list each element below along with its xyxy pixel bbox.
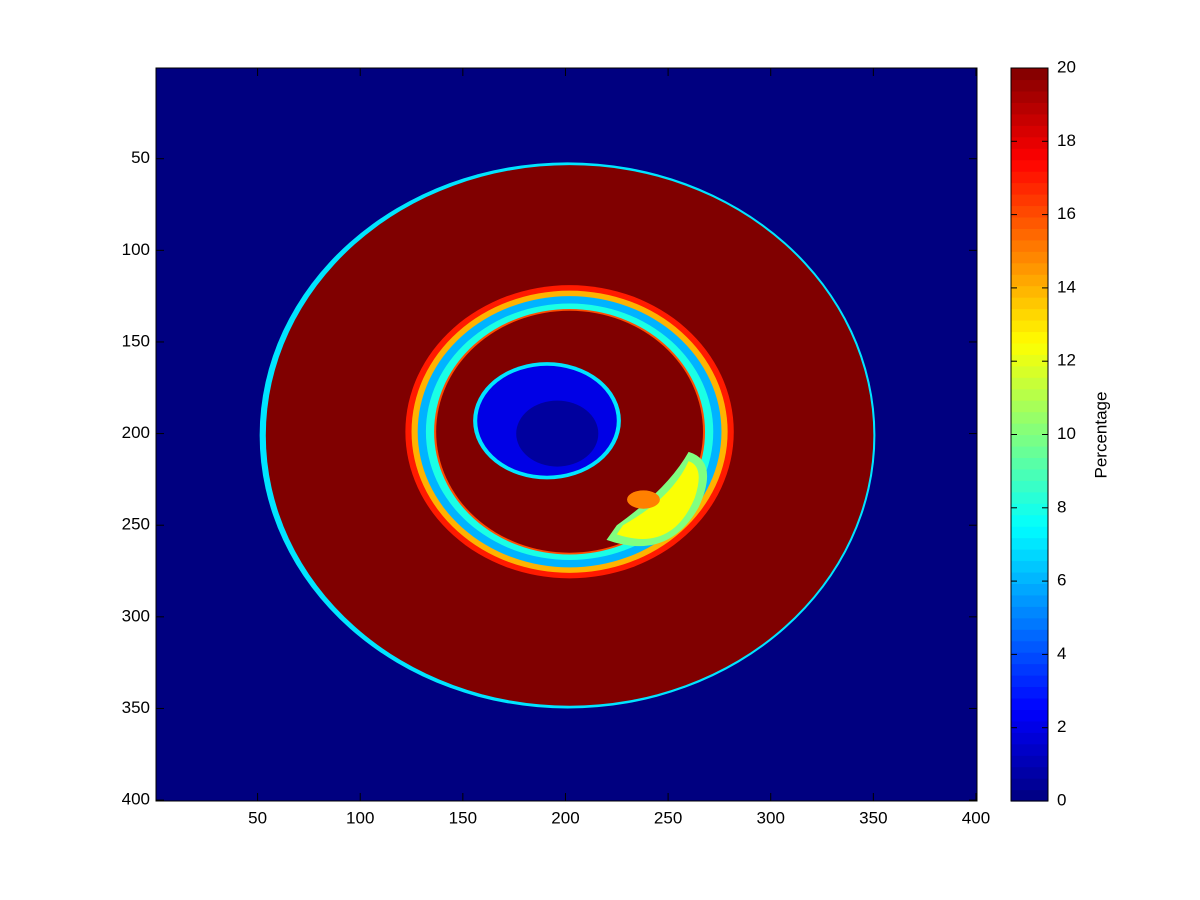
colorbar-cell — [1011, 297, 1048, 310]
colorbar-cell — [1011, 79, 1048, 92]
colorbar-cell — [1011, 720, 1048, 733]
colorbar-label: Percentage — [1091, 392, 1110, 479]
colorbar-cell — [1011, 537, 1048, 550]
colorbar-cell — [1011, 228, 1048, 241]
colorbar-tick-label: 6 — [1057, 571, 1066, 590]
colorbar-cell — [1011, 125, 1048, 138]
colorbar-cell — [1011, 354, 1048, 367]
crescent — [616, 461, 699, 539]
colorbar-tick-label: 18 — [1057, 131, 1076, 150]
x-tick-label: 200 — [551, 808, 579, 827]
colorbar-cell — [1011, 274, 1048, 287]
colorbar-cell — [1011, 514, 1048, 527]
colorbar-cell — [1011, 629, 1048, 642]
colorbar-cell — [1011, 549, 1048, 562]
colorbar-cell — [1011, 388, 1048, 401]
colorbar-cell — [1011, 594, 1048, 607]
colorbar-cell — [1011, 789, 1048, 802]
colorbar-cell — [1011, 308, 1048, 321]
colorbar-cell — [1011, 342, 1048, 355]
colorbar-cell — [1011, 560, 1048, 573]
colorbar-cell — [1011, 182, 1048, 195]
colorbar-tick-label: 20 — [1057, 57, 1076, 76]
colorbar-cell — [1011, 732, 1048, 745]
x-tick-label: 50 — [248, 808, 267, 827]
colorbar-cell — [1011, 709, 1048, 722]
y-tick-label: 400 — [122, 790, 150, 809]
colorbar-cell — [1011, 423, 1048, 436]
colorbar-tick-label: 10 — [1057, 424, 1076, 443]
colorbar-cell — [1011, 526, 1048, 539]
colorbar-cell — [1011, 159, 1048, 172]
y-tick-label: 100 — [122, 240, 150, 259]
colorbar-cell — [1011, 686, 1048, 699]
colorbar-cell — [1011, 457, 1048, 470]
y-tick-label: 250 — [122, 515, 150, 534]
colorbar-cell — [1011, 617, 1048, 630]
colorbar-cell — [1011, 743, 1048, 756]
x-tick-label: 400 — [962, 808, 990, 827]
colorbar-cell — [1011, 468, 1048, 481]
colorbar-cell — [1011, 445, 1048, 459]
colorbar-cell — [1011, 640, 1048, 653]
colorbar-cell — [1011, 606, 1048, 619]
colorbar-cell — [1011, 193, 1048, 207]
y-tick-label: 200 — [122, 423, 150, 442]
colorbar-cell — [1011, 480, 1048, 493]
colorbar-cell — [1011, 583, 1048, 596]
colorbar-cell — [1011, 663, 1048, 676]
colorbar-cell — [1011, 136, 1048, 149]
colorbar-cell — [1011, 411, 1048, 424]
axes-box — [155, 67, 978, 802]
colorbar-cell — [1011, 766, 1048, 779]
y-tick-label: 50 — [131, 148, 150, 167]
colorbar-cell — [1011, 571, 1048, 584]
colorbar-cell — [1011, 400, 1048, 413]
y-tick-label: 150 — [122, 331, 150, 350]
colorbar-tick-label: 12 — [1057, 351, 1076, 370]
colorbar-cell — [1011, 434, 1048, 447]
colorbar-cell — [1011, 319, 1048, 333]
core-center — [516, 400, 599, 467]
x-tick-label: 150 — [449, 808, 477, 827]
colorbar-tick-label: 16 — [1057, 204, 1076, 223]
colorbar-cell — [1011, 285, 1048, 298]
colorbar-cell — [1011, 171, 1048, 184]
colorbar-cell — [1011, 102, 1048, 115]
colorbar-cell — [1011, 68, 1048, 81]
colorbar-cell — [1011, 491, 1048, 504]
colorbar-cell — [1011, 503, 1048, 516]
colorbar-cell — [1011, 205, 1048, 218]
colorbar-cell — [1011, 675, 1048, 688]
y-tick-label: 300 — [122, 606, 150, 625]
y-tick-label: 350 — [122, 698, 150, 717]
x-tick-label: 100 — [346, 808, 374, 827]
colorbar-cell — [1011, 697, 1048, 710]
patch — [627, 490, 660, 509]
colorbar-cell — [1011, 262, 1048, 275]
colorbar-cell — [1011, 755, 1048, 768]
colorbar-cell — [1011, 377, 1048, 390]
colorbar-tick-label: 14 — [1057, 277, 1076, 296]
colorbar-cell — [1011, 251, 1048, 264]
colorbar-tick-label: 8 — [1057, 497, 1066, 516]
colorbar-cell — [1011, 778, 1048, 791]
colorbar-tick-label: 2 — [1057, 717, 1066, 736]
colorbar-cell — [1011, 90, 1048, 103]
x-tick-label: 250 — [654, 808, 682, 827]
colorbar-cell — [1011, 113, 1048, 126]
colorbar-cell — [1011, 365, 1048, 378]
x-tick-label: 300 — [757, 808, 785, 827]
colorbar-cell — [1011, 148, 1048, 161]
colorbar-cell — [1011, 331, 1048, 344]
image — [156, 68, 977, 801]
colorbar-cell — [1011, 216, 1048, 229]
colorbar-cell — [1011, 652, 1048, 665]
x-tick-label: 350 — [859, 808, 887, 827]
colorbar-tick-label: 0 — [1057, 790, 1066, 809]
colorbar-cell — [1011, 239, 1048, 252]
colorbar-tick-label: 4 — [1057, 644, 1066, 663]
